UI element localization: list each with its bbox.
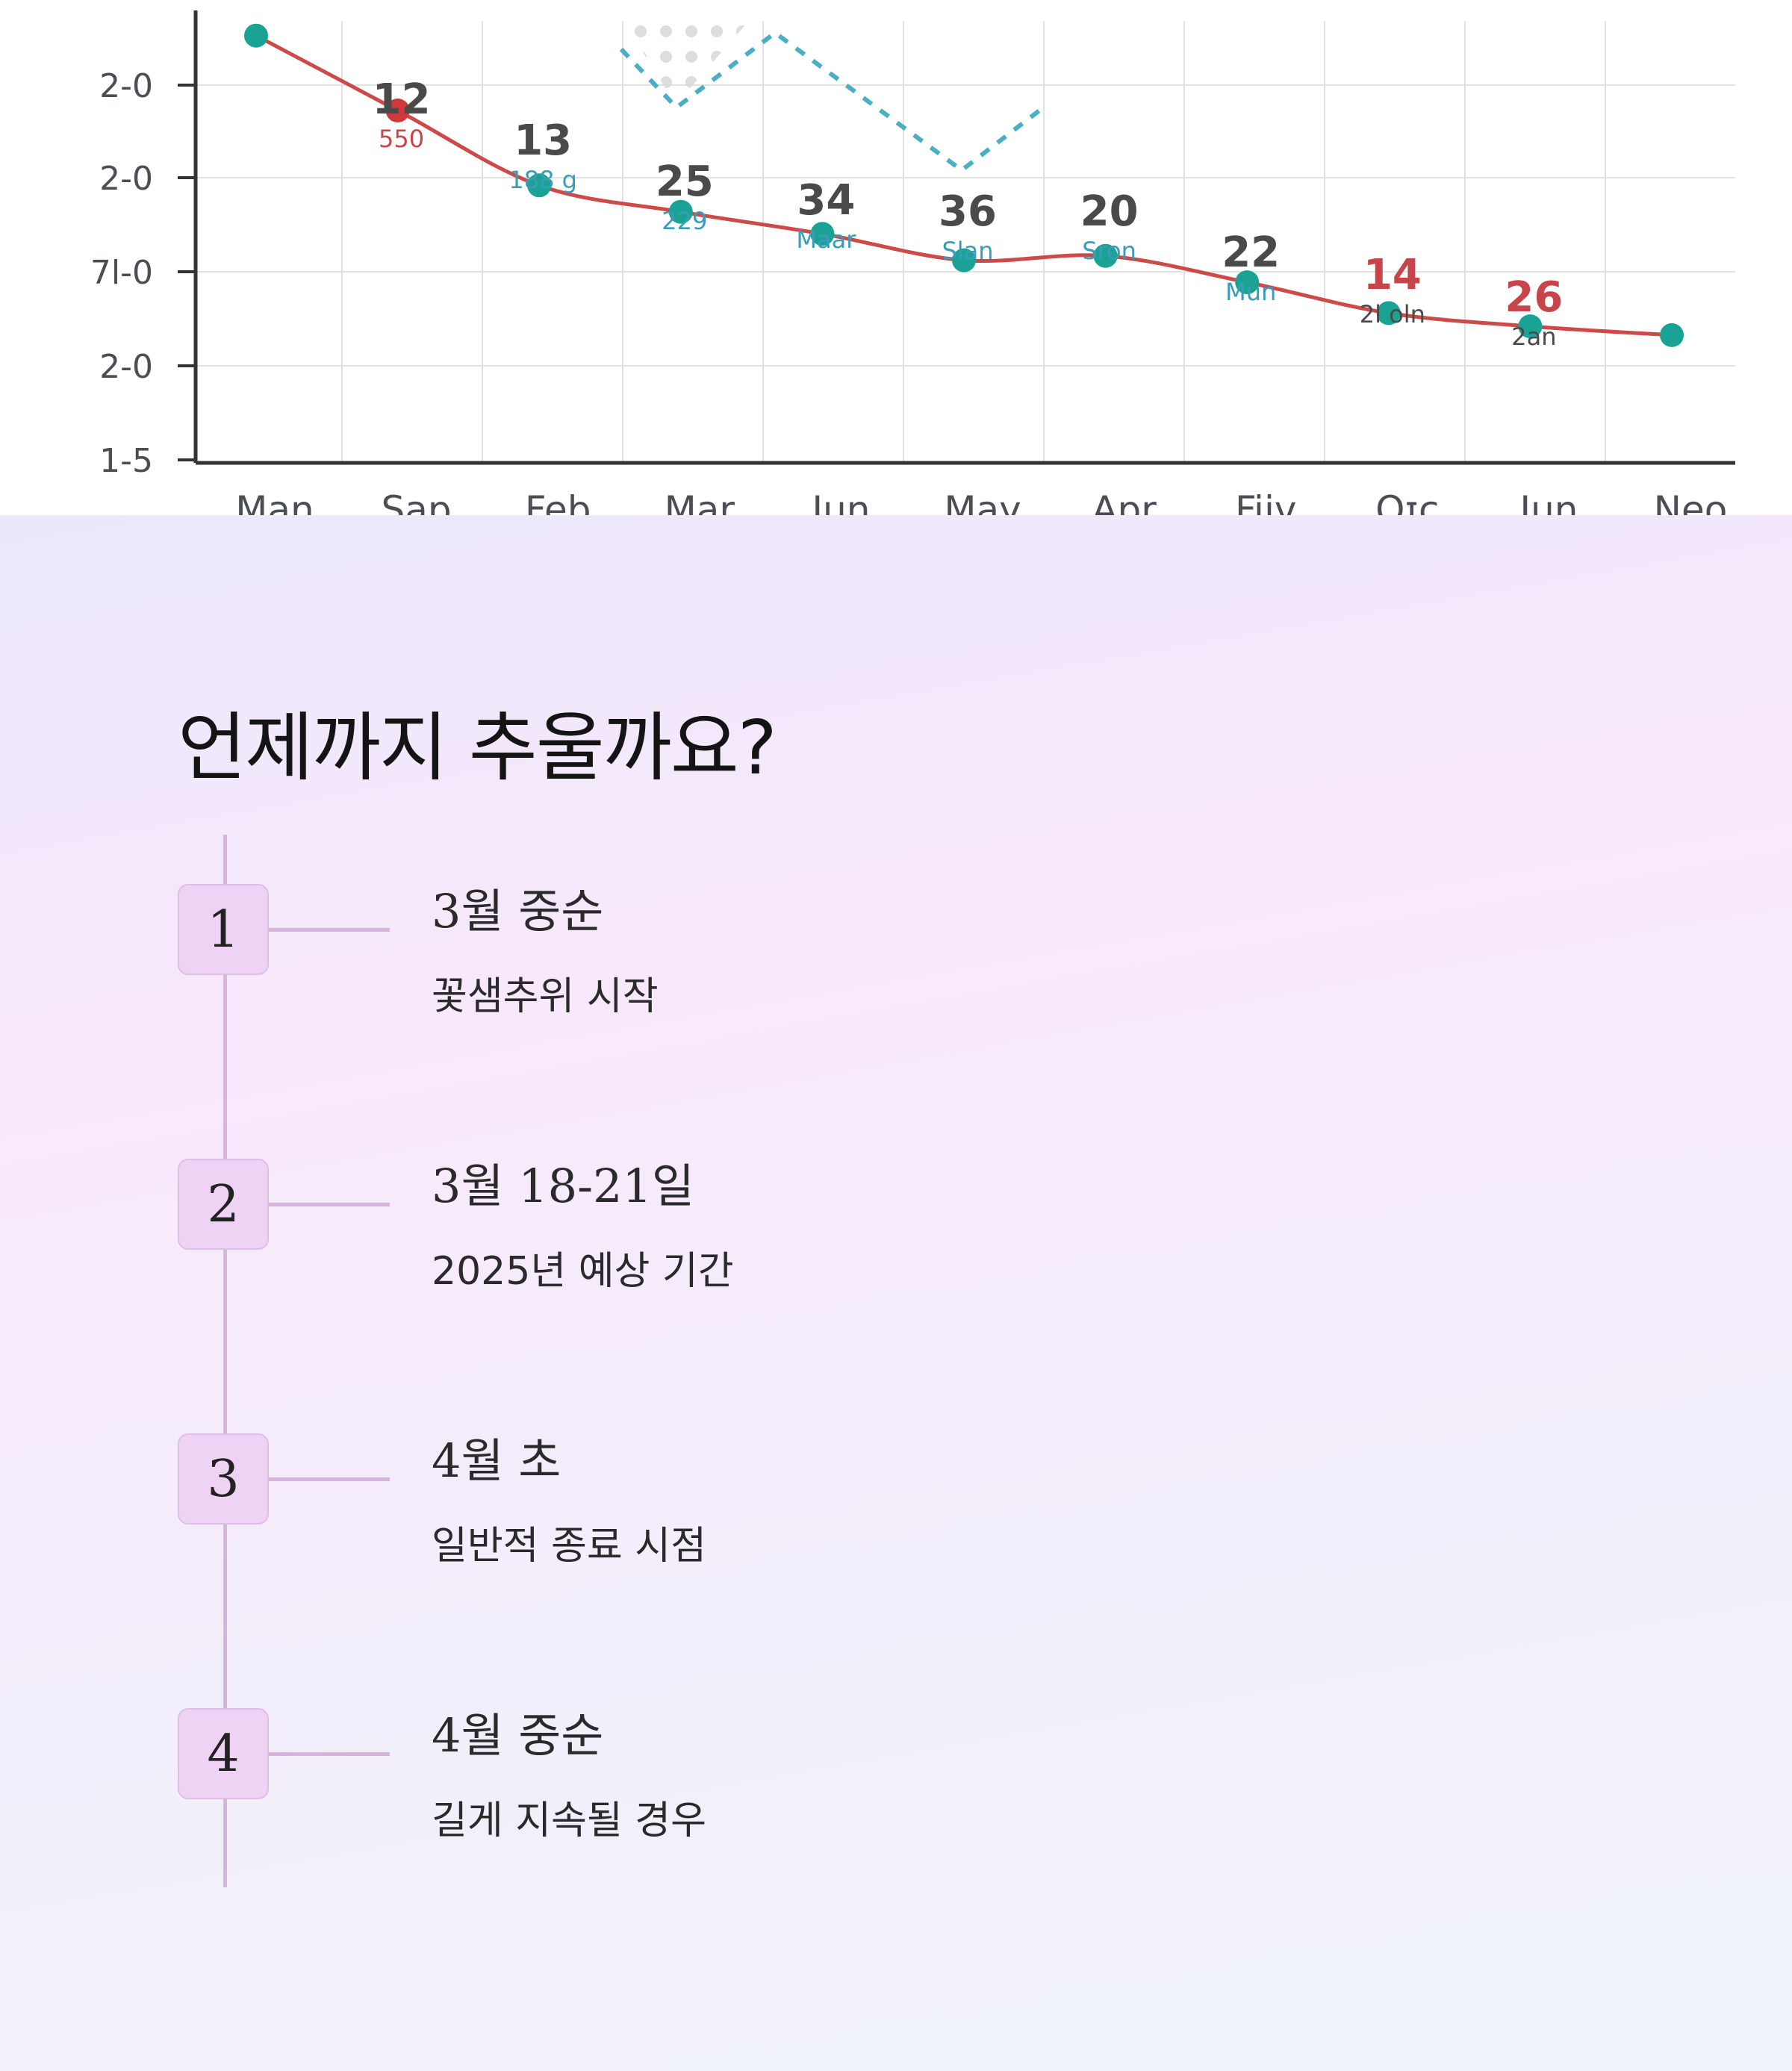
line-chart: 2-0 2-0 7l-0 2-0 1-5 Man Sap Feb Mar Jun May Apr Fi… (90, 10, 1735, 515)
data-point (952, 248, 976, 272)
step-number-badge: 1 (178, 884, 269, 975)
y-tick-label: 2-0 (99, 67, 153, 105)
step-title: 3월 중순 (432, 884, 604, 938)
y-tick-label: 7l-0 (90, 254, 153, 292)
data-label-sub: Maar (796, 225, 856, 254)
grid (196, 21, 1735, 463)
data-point (810, 222, 835, 246)
data-label-value: 14 (1363, 251, 1422, 299)
data-point (1660, 323, 1684, 347)
step-description: 일반적 종료 시점 (432, 1524, 706, 1569)
data-label-sub: Slan (942, 237, 993, 265)
timeline-step-3: 3 4월 초 일반적 종료 시점 (178, 1433, 1522, 1657)
data-label-sub: 229 (662, 207, 707, 235)
y-tick-label: 2-0 (99, 160, 153, 198)
data-label-sub: 2an (1511, 323, 1556, 351)
section-title: 언제까지 추울까요? (178, 704, 777, 791)
x-tick-label: Man (235, 488, 314, 515)
x-tick-label: May (944, 488, 1021, 515)
chart-panel: 2-0 2-0 7l-0 2-0 1-5 Man Sap Feb Mar Jun May Apr Fi… (0, 0, 1792, 515)
step-title: 4월 초 (432, 1433, 561, 1488)
step-number-badge: 3 (178, 1433, 269, 1525)
series-line (255, 34, 1673, 337)
decorations (619, 15, 1041, 173)
x-tick-label: Neo (1654, 488, 1728, 515)
data-point (668, 199, 693, 224)
step-description: 2025년 예상 기간 (432, 1249, 734, 1294)
data-label-value: 36 (939, 187, 997, 236)
data-point (385, 99, 410, 122)
step-connector (269, 1477, 390, 1481)
data-label-sub: 550 (379, 125, 424, 153)
data-label-value: 34 (797, 176, 855, 225)
step-number-badge: 2 (178, 1159, 269, 1250)
data-point (1518, 314, 1543, 339)
data-label-sub: 188 g (508, 166, 577, 194)
data-label-value: 26 (1505, 273, 1563, 322)
x-tick-label: Oɪc (1375, 488, 1439, 515)
y-tick-label: 1-5 (99, 442, 153, 480)
step-description: 길게 지속될 경우 (432, 1798, 706, 1843)
y-tick-labels: 2-0 2-0 7l-0 2-0 1-5 (90, 67, 153, 480)
step-connector (269, 928, 390, 932)
data-point (527, 173, 552, 198)
x-tick-label: Apr (1092, 488, 1157, 515)
data-label-value: 13 (514, 116, 572, 165)
y-tick-label: 2-0 (99, 348, 153, 386)
data-label-value: 25 (656, 158, 714, 206)
x-tick-label: Mar (665, 488, 735, 515)
step-title: 4월 중순 (432, 1708, 604, 1763)
timeline-step-2: 2 3월 18-21일 2025년 예상 기간 (178, 1159, 1522, 1383)
data-point (1376, 301, 1401, 326)
x-tick-label: Jun (1517, 488, 1578, 515)
axes (178, 10, 1735, 465)
x-tick-labels: Man Sap Feb Mar Jun May Apr Fiiv Oɪc Jun Neo (235, 488, 1727, 515)
timeline-step-4: 4 4월 중순 길게 지속될 경우 (178, 1708, 1522, 1932)
step-number-badge: 4 (178, 1708, 269, 1799)
data-point (1235, 270, 1260, 295)
timeline-line (223, 835, 227, 1887)
step-title: 3월 18-21일 (432, 1159, 694, 1213)
cold-period-section: 언제까지 추울까요? 1 3월 중순 꽃샘추위 시작 2 3월 18-21일 2… (0, 515, 1792, 2071)
series-line-path (255, 34, 1673, 337)
x-tick-label: Feb (525, 488, 591, 515)
data-point (244, 23, 268, 48)
data-label-sub: Sron (1082, 237, 1136, 265)
step-description: 꽃샘추위 시작 (432, 974, 659, 1019)
step-connector (269, 1203, 390, 1206)
dashed-zigzag-decoration (619, 30, 1041, 173)
data-label-value: 22 (1222, 228, 1280, 277)
series-points (244, 23, 1684, 347)
step-connector (269, 1752, 390, 1756)
x-tick-label: Sap (382, 488, 452, 515)
timeline-step-1: 1 3월 중순 꽃샘추위 시작 (178, 884, 1522, 1108)
data-label-sub: Mun (1225, 278, 1276, 306)
data-point (1093, 243, 1118, 268)
data-label-sub: 2l oln (1360, 300, 1425, 328)
x-tick-label: Fiiv (1235, 488, 1297, 515)
data-label-value: 12 (373, 75, 431, 124)
data-label-value: 20 (1080, 187, 1139, 236)
dotted-pattern-decoration (620, 15, 754, 105)
x-tick-label: Jun (809, 488, 870, 515)
